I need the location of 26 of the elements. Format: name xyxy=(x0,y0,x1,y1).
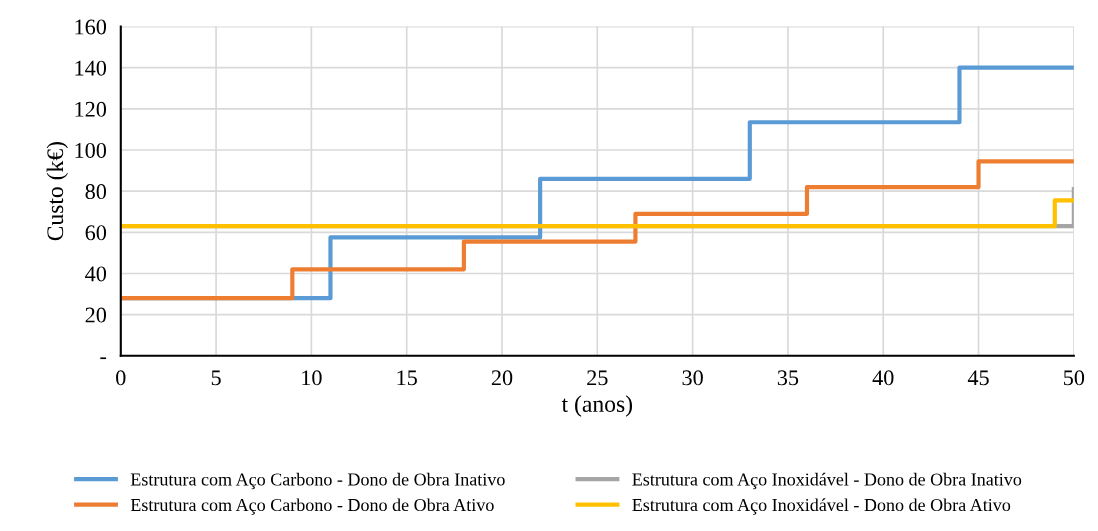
legend-label: Estrutura com Aço Carbono - Dono de Obra Ativo xyxy=(130,498,494,515)
x-tick-label: 25 xyxy=(587,370,608,386)
x-tick-label: 5 xyxy=(211,370,221,386)
y-tick-label: 40 xyxy=(85,266,107,282)
x-tick-label: 35 xyxy=(777,370,799,386)
y-tick-label: - xyxy=(100,357,107,360)
y-tick-label: 80 xyxy=(85,184,107,200)
x-tick-label: 20 xyxy=(491,370,513,386)
legend-label: Estrutura com Aço Inoxidável - Dono de Obra Inativo xyxy=(632,472,1022,490)
legend-label: Estrutura com Aço Inoxidável - Dono de Obra Ativo xyxy=(632,498,1011,515)
y-tick-label: 120 xyxy=(75,101,107,117)
y-tick-label: 160 xyxy=(75,19,107,35)
x-tick-label: 50 xyxy=(1064,370,1085,386)
x-tick-label: 15 xyxy=(397,370,417,386)
y-tick-label: 20 xyxy=(85,307,107,323)
y-axis-title: Custo (k€) xyxy=(46,142,68,241)
y-tick-label: 140 xyxy=(75,60,107,76)
x-tick-label: 30 xyxy=(682,370,703,386)
x-tick-label: 40 xyxy=(872,370,894,386)
legend-label: Estrutura com Aço Carbono - Dono de Obra Inativo xyxy=(130,472,505,490)
y-tick-label: 100 xyxy=(75,142,107,158)
y-tick-label: 60 xyxy=(85,225,107,241)
x-tick-label: 45 xyxy=(967,370,989,386)
x-tick-label: 10 xyxy=(302,370,322,386)
x-tick-label: 0 xyxy=(116,370,126,386)
x-axis-title: t (anos) xyxy=(561,395,633,417)
